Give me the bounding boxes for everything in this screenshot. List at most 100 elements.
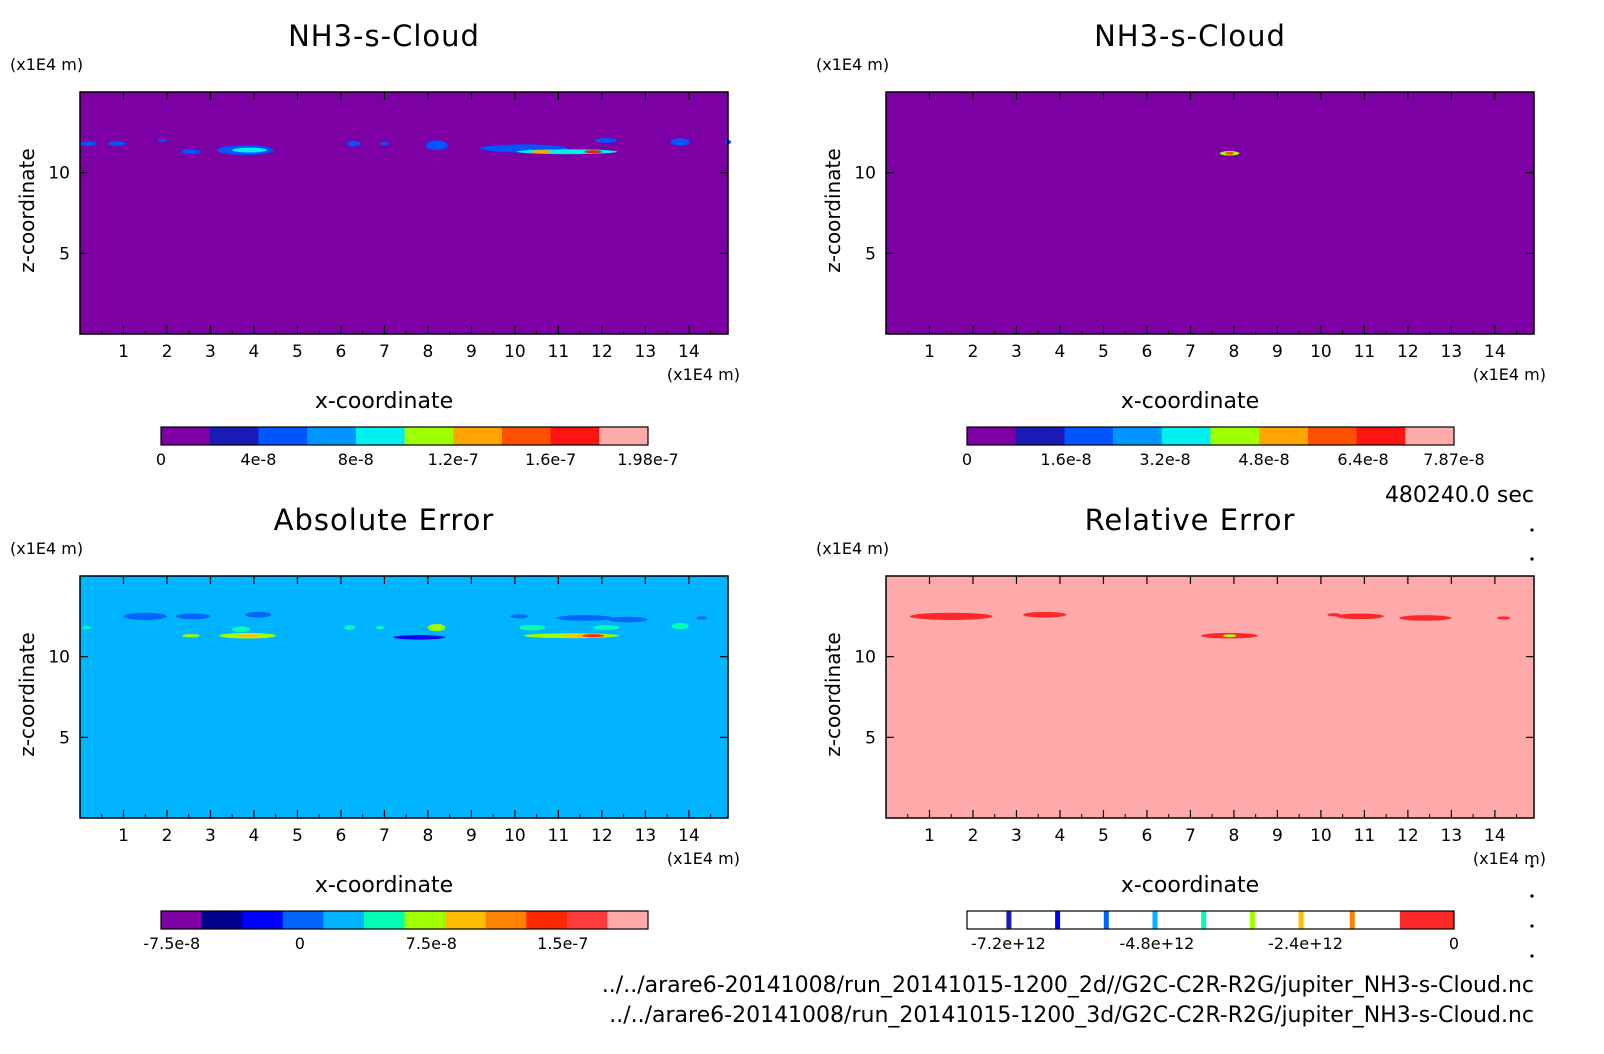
x-tick-label: 6 — [336, 826, 347, 846]
colorbar-marker — [1249, 911, 1255, 929]
contour-feature-6 — [1336, 613, 1384, 620]
colorbar-segment — [201, 911, 243, 929]
panel-1: NH3-s-Cloud(x1E4 m)1 2 3 4 5 6 7 8 9 10 11 12 13 1451… — [10, 19, 740, 469]
colorbar-segment — [526, 911, 568, 929]
panel-title: NH3-s-Cloud — [1094, 19, 1286, 53]
x-tick-label: 4 — [1055, 342, 1066, 362]
colorbar-tick-label: 1.6e-7 — [525, 450, 576, 469]
colorbar-segment — [1345, 911, 1401, 929]
colorbar-tick-label: -2.4e+12 — [1268, 934, 1343, 953]
contour-feature-1 — [909, 612, 993, 620]
contour-feature-9 — [425, 140, 448, 151]
contour-feature-7 — [347, 140, 361, 147]
colorbar-marker — [1055, 911, 1061, 929]
y-axis-label: z-coordinate — [15, 148, 39, 272]
y-tick-label: 5 — [865, 728, 876, 748]
colorbar-segment — [445, 911, 487, 929]
contour-feature-6 — [232, 147, 268, 153]
contour-features — [909, 611, 1511, 639]
colorbar-segment — [501, 427, 552, 445]
x-tick-label: 10 — [504, 826, 526, 846]
panel-4: Relative Error(x1E4 m)1 2 3 4 5 6 7 8 9 10 11 12 13 1… — [816, 503, 1546, 953]
x-tick-label: 9 — [466, 826, 477, 846]
panel-2: NH3-s-Cloud(x1E4 m)1 2 3 4 5 6 7 8 9 10 11 12 13 1451… — [816, 19, 1546, 469]
colorbar-segment — [355, 427, 405, 445]
x-tick-label: 12 — [591, 342, 613, 362]
colorbar-segment — [550, 427, 600, 445]
colorbar-segment — [161, 911, 203, 929]
x-tick-label: 13 — [635, 342, 657, 362]
colorbar-marker — [1298, 911, 1304, 929]
colorbar-tick-label: 6.4e-8 — [1337, 450, 1388, 469]
colorbar-tick-label: 4.8e-8 — [1238, 450, 1289, 469]
contour-feature-8 — [236, 634, 263, 638]
x-tick-label: 13 — [635, 826, 657, 846]
colorbar: 0 1.6e-8 3.2e-8 4.8e-8 6.4e-8 7.87e-8 — [962, 426, 1485, 469]
x-unit-label: (x1E4 m) — [667, 849, 740, 868]
x-tick-label: 7 — [1185, 342, 1196, 362]
x-tick-label: 10 — [1310, 826, 1332, 846]
contour-feature-3 — [245, 611, 272, 618]
x-tick-label: 12 — [1397, 826, 1419, 846]
x-tick-label: 1 — [118, 826, 129, 846]
x-tick-label: 14 — [1484, 826, 1506, 846]
colorbar-marker — [1103, 911, 1109, 929]
colorbar-segment — [453, 427, 503, 445]
panel-3: Absolute Error(x1E4 m)1 2 3 4 5 6 7 8 9 10 11 12 13 1… — [10, 503, 740, 953]
contour-feature-19 — [582, 634, 605, 638]
contour-feature-8 — [1497, 616, 1511, 620]
colorbar-marker — [1006, 911, 1012, 929]
x-tick-label: 6 — [1142, 826, 1153, 846]
y-tick-label: 5 — [59, 728, 70, 748]
colorbar-tick-label: -7.5e-8 — [143, 934, 200, 953]
contour-feature-12 — [530, 150, 552, 154]
colorbar: -7.5e-8 0 7.5e-8 1.5e-7 — [143, 910, 649, 953]
contour-feature-4 — [1223, 634, 1237, 638]
x-tick-label: 9 — [1272, 342, 1283, 362]
colorbar-tick-label: 3.2e-8 — [1139, 450, 1190, 469]
y-tick-label: 10 — [854, 164, 876, 184]
contour-feature-16 — [608, 616, 648, 623]
colorbar-tick-label: 8e-8 — [338, 450, 374, 469]
x-tick-label: 7 — [379, 826, 390, 846]
x-axis-label: x-coordinate — [315, 873, 453, 898]
y-unit-label: (x1E4 m) — [10, 55, 83, 74]
colorbar-marker — [1152, 911, 1158, 929]
panel-title: Absolute Error — [274, 503, 495, 537]
plot-frame — [885, 575, 1535, 819]
colorbar-segment — [1021, 911, 1076, 929]
x-tick-label: 2 — [968, 342, 979, 362]
x-tick-label: 7 — [1185, 826, 1196, 846]
x-tick-label: 14 — [1484, 342, 1506, 362]
contour-feature-2 — [1225, 151, 1234, 155]
contour-feature-22 — [696, 616, 708, 620]
x-tick-label: 1 — [118, 342, 129, 362]
contour-feature-21 — [671, 622, 689, 630]
colorbar-tick-label: -7.2e+12 — [971, 934, 1046, 953]
x-tick-label: 5 — [292, 342, 303, 362]
x-tick-label: 13 — [1441, 342, 1463, 362]
contour-feature-3 — [158, 138, 167, 143]
colorbar-segment — [404, 911, 446, 929]
y-tick-label: 10 — [48, 648, 70, 668]
contour-feature-7 — [1399, 615, 1452, 621]
x-tick-label: 14 — [678, 826, 700, 846]
x-tick-label: 4 — [249, 342, 260, 362]
x-tick-label: 8 — [423, 342, 434, 362]
plot-background — [886, 92, 1534, 334]
colorbar-segment — [1405, 427, 1455, 445]
colorbar-tick-label: 7.87e-8 — [1423, 450, 1484, 469]
colorbar-tick-label: 0 — [962, 450, 972, 469]
contour-feature-4 — [82, 626, 91, 630]
y-tick-label: 10 — [48, 164, 70, 184]
colorbar-segment — [1064, 427, 1114, 445]
colorbar-tick-label: 7.5e-8 — [406, 934, 457, 953]
contour-feature-2 — [175, 613, 211, 620]
x-tick-label: 8 — [1229, 342, 1240, 362]
colorbar-segment — [161, 427, 211, 445]
y-unit-label: (x1E4 m) — [10, 539, 83, 558]
x-tick-label: 12 — [591, 826, 613, 846]
x-unit-label: (x1E4 m) — [667, 365, 740, 384]
plot-background — [80, 576, 728, 818]
